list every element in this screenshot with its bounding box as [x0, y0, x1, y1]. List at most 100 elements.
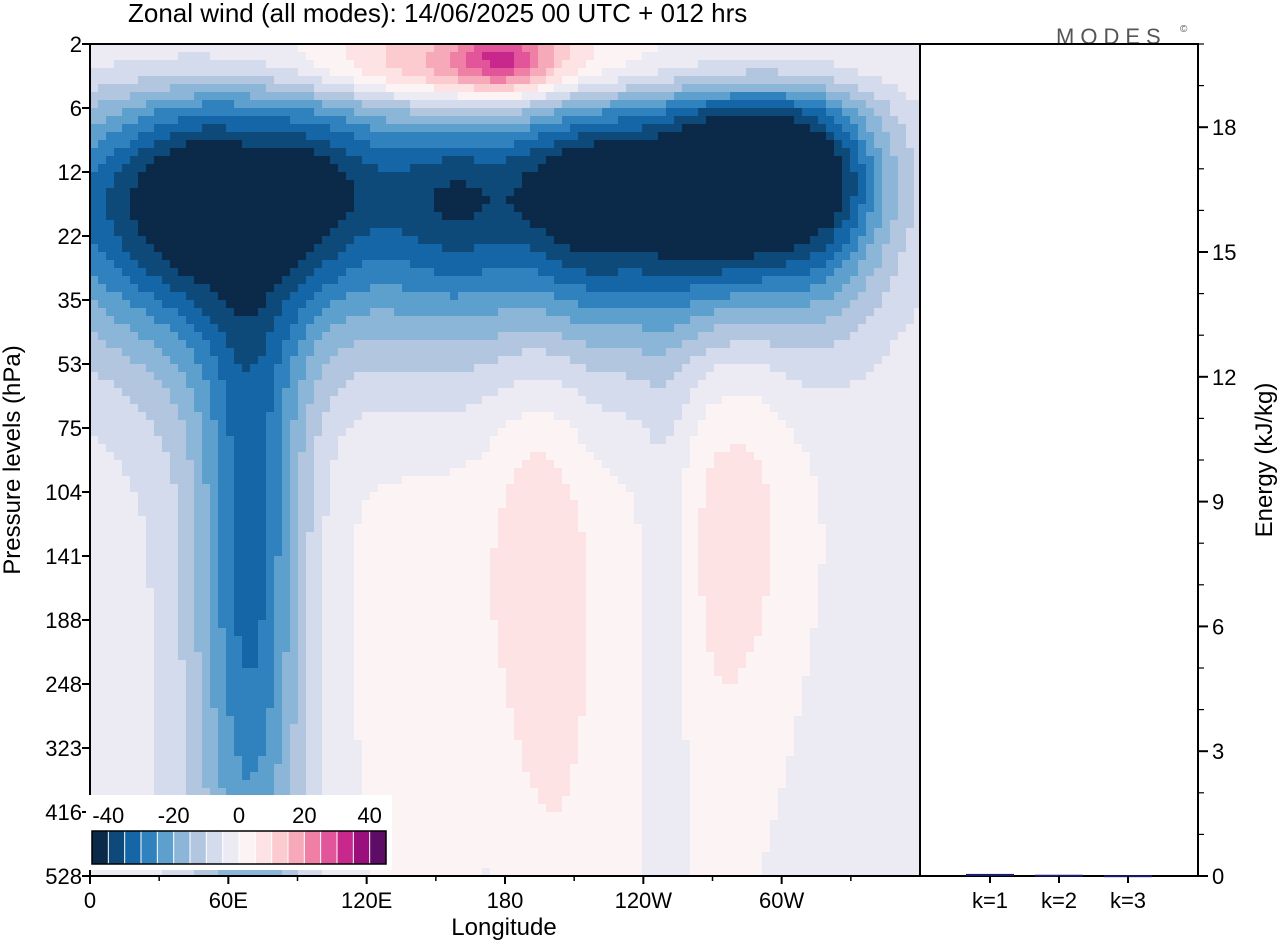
field-cell: [362, 324, 371, 333]
field-cell: [258, 292, 267, 301]
field-cell: [274, 84, 283, 93]
field-cell: [482, 388, 491, 397]
field-cell: [274, 76, 283, 85]
field-cell: [114, 292, 123, 301]
field-cell: [578, 276, 587, 285]
field-cell: [378, 244, 387, 253]
field-cell: [562, 188, 571, 197]
field-cell: [138, 196, 147, 205]
field-cell: [682, 356, 691, 365]
field-cell: [162, 100, 171, 109]
field-cell: [194, 148, 203, 157]
field-cell: [282, 148, 291, 157]
field-cell: [346, 156, 355, 165]
field-cell: [554, 252, 563, 261]
field-cell: [258, 340, 267, 349]
field-cell: [106, 420, 115, 429]
field-cell: [706, 108, 715, 117]
field-cell: [658, 148, 667, 157]
field-cell: [202, 84, 211, 93]
field-cell: [114, 364, 123, 373]
field-cell: [658, 332, 667, 341]
field-cell: [178, 380, 187, 389]
field-cell: [706, 76, 715, 85]
field-cell: [274, 236, 283, 245]
field-cell: [594, 372, 603, 381]
field-cell: [906, 92, 915, 101]
field-cell: [282, 380, 291, 389]
field-cell: [538, 420, 547, 429]
field-cell: [666, 308, 675, 317]
field-cell: [754, 364, 763, 373]
field-cell: [634, 420, 643, 429]
field-cell: [618, 108, 627, 117]
field-cell: [226, 380, 235, 389]
field-cell: [498, 100, 507, 109]
field-cell: [162, 148, 171, 157]
field-cell: [282, 308, 291, 317]
field-cell: [498, 388, 507, 397]
field-cell: [634, 300, 643, 309]
field-cell: [882, 188, 891, 197]
field-cell: [546, 252, 555, 261]
field-cell: [282, 52, 291, 61]
field-cell: [786, 196, 795, 205]
field-cell: [618, 404, 627, 413]
field-cell: [834, 84, 843, 93]
field-cell: [818, 252, 827, 261]
field-cell: [234, 140, 243, 149]
field-cell: [122, 68, 131, 77]
field-cell: [474, 244, 483, 253]
field-cell: [186, 236, 195, 245]
field-cell: [770, 148, 779, 157]
field-cell: [698, 276, 707, 285]
field-cell: [210, 116, 219, 125]
field-cell: [194, 132, 203, 141]
field-cell: [514, 364, 523, 373]
field-cell: [882, 44, 891, 53]
field-cell: [138, 204, 147, 213]
field-cell: [794, 204, 803, 213]
field-cell: [890, 188, 899, 197]
field-cell: [194, 356, 203, 365]
field-cell: [882, 356, 891, 365]
field-cell: [474, 140, 483, 149]
field-cell: [154, 180, 163, 189]
field-cell: [138, 300, 147, 309]
field-cell: [626, 196, 635, 205]
field-cell: [618, 228, 627, 237]
field-cell: [306, 148, 315, 157]
field-cell: [218, 324, 227, 333]
field-cell: [810, 204, 819, 213]
field-cell: [618, 348, 627, 357]
field-cell: [738, 300, 747, 309]
field-cell: [546, 236, 555, 245]
field-cell: [178, 420, 187, 429]
field-cell: [618, 324, 627, 333]
field-cell: [362, 60, 371, 69]
field-cell: [354, 348, 363, 357]
field-cell: [242, 380, 251, 389]
field-cell: [114, 324, 123, 333]
field-cell: [138, 60, 147, 69]
field-cell: [370, 244, 379, 253]
field-cell: [218, 108, 227, 117]
field-cell: [138, 372, 147, 381]
field-cell: [786, 92, 795, 101]
field-cell: [794, 100, 803, 109]
field-cell: [258, 236, 267, 245]
field-cell: [842, 340, 851, 349]
field-cell: [850, 100, 859, 109]
field-cell: [258, 84, 267, 93]
field-cell: [466, 108, 475, 117]
field-cell: [282, 116, 291, 125]
field-cell: [906, 356, 915, 365]
field-cell: [106, 372, 115, 381]
field-cell: [290, 412, 299, 421]
field-cell: [554, 380, 563, 389]
field-cell: [162, 380, 171, 389]
field-cell: [194, 324, 203, 333]
field-cell: [522, 284, 531, 293]
field-cell: [754, 140, 763, 149]
field-cell: [514, 380, 523, 389]
